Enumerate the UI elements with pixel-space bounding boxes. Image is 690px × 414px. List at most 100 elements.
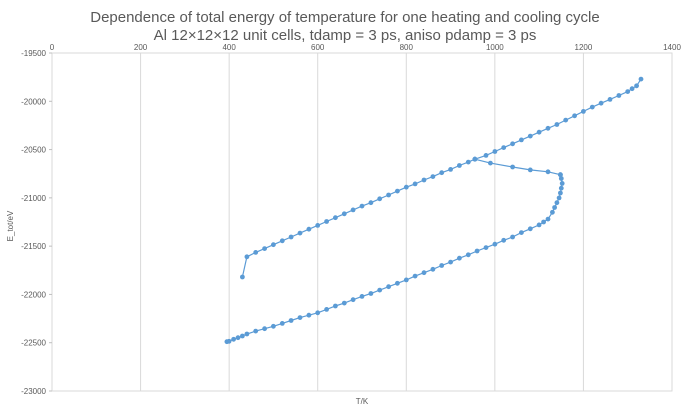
data-point [465, 159, 471, 165]
data-point [359, 294, 365, 299]
data-point [563, 117, 569, 123]
data-point [625, 89, 631, 94]
data-point [386, 192, 391, 198]
data-point [271, 242, 276, 248]
chart-title: Dependence of total energy of temperatur… [90, 9, 600, 26]
data-point [306, 312, 312, 318]
y-axis-label: E_tot/eV [6, 210, 15, 241]
data-point [488, 160, 493, 166]
data-point [581, 109, 586, 114]
data-point [262, 326, 267, 332]
data-point [572, 113, 577, 119]
data-point [395, 280, 400, 286]
data-point [448, 167, 453, 172]
data-point [341, 300, 347, 306]
data-point [403, 184, 409, 190]
data-point [244, 254, 250, 260]
data-point [629, 86, 635, 92]
data-point [558, 190, 563, 196]
data-point [474, 248, 480, 254]
data-point [253, 250, 259, 255]
data-point [439, 263, 445, 268]
x-tick-labels: 0 200 400 600 800 1000 1200 1400 [50, 43, 682, 52]
data-point [559, 181, 565, 186]
data-point [545, 125, 551, 131]
data-point [439, 170, 445, 176]
x-tick-label: 1200 [575, 43, 593, 52]
y-tick-label: -22500 [21, 339, 46, 348]
data-point [288, 234, 294, 240]
data-point [527, 226, 533, 232]
data-point [519, 137, 524, 143]
data-point [288, 318, 294, 323]
data-point [377, 287, 383, 293]
data-point [598, 100, 604, 106]
data-point [634, 83, 639, 89]
data-point [554, 122, 560, 127]
data-point [297, 315, 303, 320]
data-point [368, 200, 374, 206]
data-point [536, 129, 542, 135]
data-point [519, 230, 524, 236]
data-point [638, 76, 644, 82]
y-tick-label: -23000 [21, 387, 46, 396]
data-point [271, 323, 276, 329]
data-point [279, 321, 285, 326]
data-point [430, 266, 436, 272]
data-point [448, 259, 453, 265]
data-points [224, 76, 644, 345]
x-tick-label: 1400 [663, 43, 681, 52]
x-tick-label: 400 [222, 43, 236, 52]
x-tick-label: 600 [311, 43, 325, 52]
data-point [558, 172, 563, 178]
data-point [457, 163, 462, 168]
data-point [421, 177, 427, 183]
data-point [279, 238, 285, 244]
data-point [607, 97, 613, 102]
y-tick-label: -20000 [21, 97, 46, 106]
data-point [395, 188, 400, 194]
data-point [333, 215, 338, 221]
data-point [231, 336, 237, 342]
data-point [527, 167, 533, 173]
data-point [501, 237, 507, 243]
x-tick-label: 200 [134, 43, 148, 52]
data-point [350, 297, 356, 303]
y-tick-label: -21000 [21, 194, 46, 203]
series-lines [226, 78, 642, 343]
y-tick-label: -22000 [21, 290, 46, 299]
data-point [324, 307, 329, 312]
x-axis-label: T/K [356, 397, 369, 406]
data-point [536, 222, 542, 228]
data-point [421, 270, 427, 276]
data-point [412, 181, 418, 187]
data-point [240, 333, 245, 339]
chart-subtitle: Al 12×12×12 unit cells, tdamp = 3 ps, an… [154, 27, 537, 44]
data-point [262, 246, 267, 252]
data-point [483, 153, 489, 158]
data-point [510, 234, 515, 240]
data-point [457, 255, 462, 261]
plot-border [51, 52, 673, 392]
data-point [492, 149, 498, 154]
data-point [545, 216, 551, 222]
y-tick-labels: -19500 -20000 -20500 -21000 -21500 -22000 -225… [21, 49, 46, 396]
data-point [350, 207, 356, 213]
data-point [501, 145, 507, 151]
data-point [235, 335, 241, 341]
data-point [545, 169, 551, 175]
grid [49, 52, 673, 392]
data-point [483, 245, 489, 251]
y-tick-label: -19500 [21, 49, 46, 58]
data-point [510, 164, 515, 170]
data-point [550, 209, 555, 215]
data-point [315, 223, 321, 228]
x-tick-label: 800 [400, 43, 414, 52]
data-point [297, 230, 303, 236]
data-point [558, 185, 564, 191]
data-point [244, 331, 250, 337]
data-point [253, 328, 259, 334]
data-point [386, 284, 391, 290]
series-line-upper-branch-reheat [474, 78, 642, 160]
data-point [240, 274, 245, 280]
